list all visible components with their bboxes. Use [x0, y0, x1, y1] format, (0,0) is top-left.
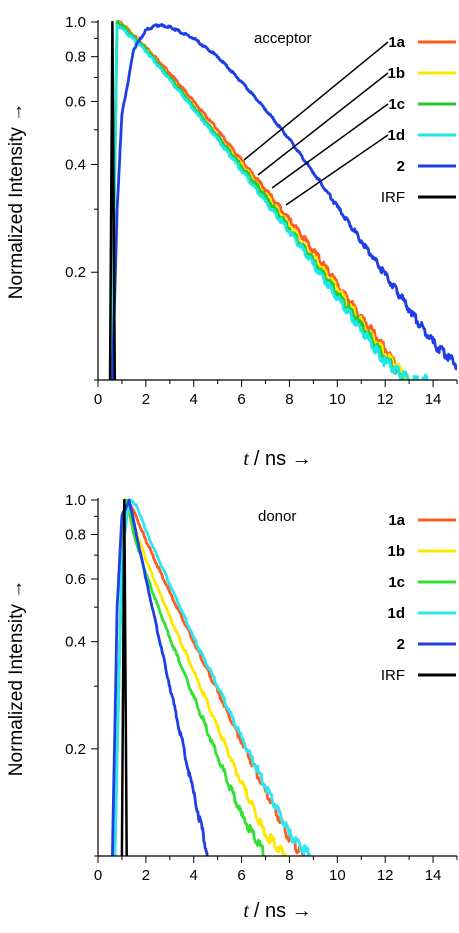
series-1d-line	[109, 23, 429, 380]
x-tick-label: 14	[425, 867, 442, 884]
x-tick-label: 12	[377, 867, 394, 884]
y-tick-label: 1.0	[65, 492, 86, 509]
series-group	[111, 498, 312, 856]
y-tick-label: 0.8	[65, 49, 86, 66]
legend-leader-line	[243, 41, 389, 161]
x-tick-label: 14	[425, 391, 442, 408]
x-axis-label: t / ns →	[243, 900, 311, 922]
series-1c-line	[113, 498, 266, 856]
legend-label: 1a	[388, 34, 405, 51]
x-tick-label: 8	[285, 391, 293, 408]
x-tick-label: 6	[237, 867, 245, 884]
legend-leader-line	[271, 103, 389, 189]
x-tick-label: 10	[329, 391, 346, 408]
series-IRF-line	[108, 20, 117, 380]
legend-label: 1d	[387, 605, 405, 622]
y-tick-label: 0.2	[65, 264, 86, 281]
series-group	[108, 20, 457, 380]
legend-label: 1b	[387, 65, 405, 82]
legend-leader-line	[257, 72, 389, 176]
series-1d-line	[113, 498, 312, 856]
panel-annotation: donor	[258, 508, 296, 525]
x-tick-label: 6	[237, 391, 245, 408]
legend-label: 1c	[388, 96, 405, 113]
y-tick-label: 0.6	[65, 93, 86, 110]
series-1b-line	[113, 498, 288, 856]
y-axis-label: Normalized Intensity →	[6, 580, 27, 776]
x-tick-label: 10	[329, 867, 346, 884]
legend-label: 1d	[387, 127, 405, 144]
y-tick-label: 1.0	[65, 14, 86, 31]
y-tick-label: 0.4	[65, 634, 86, 651]
legend-label: 1a	[388, 512, 405, 529]
donor-panel: 0 2 4 6 8 10 12 14 1.0 0.8 0.6 0.4 0.2 Normalized Int…	[6, 492, 458, 922]
x-tick-label: 8	[285, 867, 293, 884]
y-tick-label: 0.4	[65, 156, 86, 173]
legend-label: IRF	[381, 189, 405, 206]
panel-annotation: acceptor	[254, 30, 312, 47]
x-tick-label: 2	[142, 867, 150, 884]
x-tick-label: 4	[190, 867, 198, 884]
series-IRF-line	[120, 498, 128, 856]
x-axis-label: t / ns →	[243, 448, 311, 470]
legend-label: 2	[397, 636, 405, 653]
series-2-line	[111, 23, 457, 380]
acceptor-panel: 0 2 4 6 8 10 12 14 1.0 0.8 0.6 0.4 0.2 Normalized Int…	[6, 14, 458, 470]
x-tick-label: 2	[142, 391, 150, 408]
y-axis-label: Normalized Intensity →	[6, 103, 27, 299]
y-tick-label: 0.8	[65, 526, 86, 543]
legend-label: 1c	[388, 574, 405, 591]
legend-leader-line	[285, 134, 389, 206]
x-tick-label: 0	[94, 867, 102, 884]
y-tick-label: 0.2	[65, 741, 86, 758]
x-tick-label: 4	[190, 391, 198, 408]
x-tick-label: 12	[377, 391, 394, 408]
series-2-line	[111, 498, 209, 856]
x-tick-label: 0	[94, 391, 102, 408]
legend-label: 1b	[387, 543, 405, 560]
legend-label: 2	[397, 158, 405, 175]
y-tick-label: 0.6	[65, 571, 86, 588]
legend-label: IRF	[381, 667, 405, 684]
